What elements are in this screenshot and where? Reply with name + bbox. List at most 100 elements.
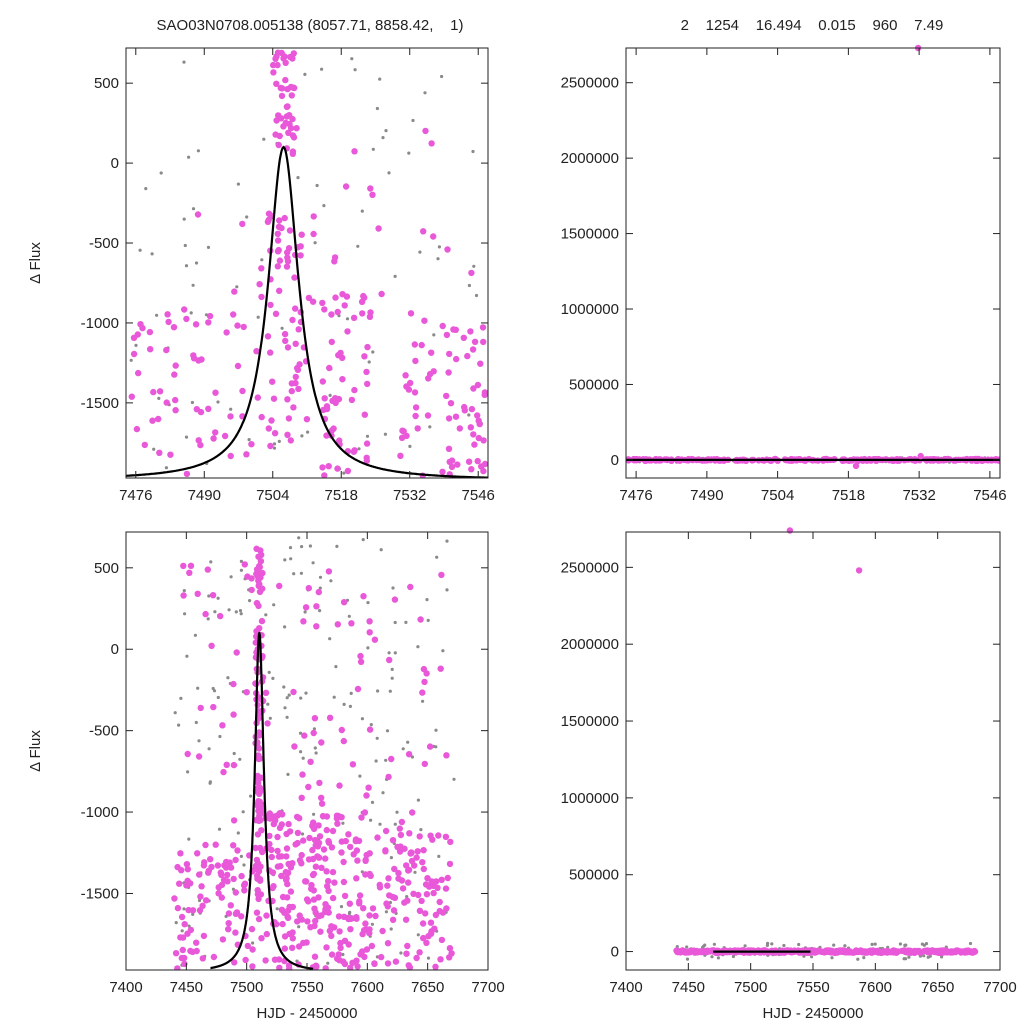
- x-tick-label: 7550: [290, 979, 323, 996]
- background-point: [300, 545, 304, 549]
- background-point: [251, 941, 255, 945]
- data-point: [349, 761, 357, 768]
- background-point: [182, 907, 186, 911]
- data-point: [205, 869, 212, 876]
- data-point: [468, 269, 475, 277]
- background-point: [288, 546, 293, 550]
- data-point: [171, 371, 178, 378]
- data-point: [272, 310, 280, 317]
- data-point: [361, 809, 369, 816]
- data-point: [242, 956, 249, 964]
- data-point: [471, 338, 479, 345]
- data-point: [239, 220, 246, 228]
- data-point: [827, 949, 835, 956]
- data-point: [363, 368, 370, 376]
- data-point: [172, 950, 180, 957]
- data-point: [319, 378, 326, 385]
- data-point: [480, 338, 487, 346]
- data-point: [674, 948, 681, 956]
- data-point: [258, 617, 266, 625]
- y-tick-label: 0: [111, 641, 119, 658]
- y-tick-label: 1500000: [561, 226, 619, 243]
- data-point: [317, 928, 324, 935]
- data-point: [342, 183, 350, 190]
- background-point: [856, 957, 860, 961]
- data-point: [353, 914, 360, 921]
- data-point: [316, 833, 324, 840]
- background-point: [187, 837, 191, 841]
- background-point: [197, 739, 201, 743]
- background-point: [248, 599, 252, 603]
- data-point: [294, 829, 302, 837]
- data-point: [280, 55, 287, 62]
- data-point: [292, 373, 299, 381]
- data-point: [445, 369, 452, 376]
- data-point: [379, 927, 386, 935]
- data-point: [187, 926, 195, 934]
- data-point: [480, 437, 487, 444]
- data-point: [258, 413, 265, 421]
- data-point: [404, 897, 411, 904]
- background-point: [173, 711, 177, 715]
- data-point: [325, 877, 332, 885]
- data-point: [297, 243, 304, 250]
- data-point: [446, 945, 454, 952]
- background-point: [370, 922, 374, 926]
- data-point: [407, 583, 414, 591]
- data-point: [322, 906, 329, 913]
- data-point: [382, 827, 390, 835]
- background-point: [304, 691, 308, 695]
- background-point: [216, 695, 220, 700]
- data-point: [369, 905, 377, 912]
- x-tick-label: 7518: [325, 487, 358, 504]
- plot-area: [626, 455, 1000, 464]
- data-point: [212, 429, 219, 436]
- data-point: [256, 564, 263, 571]
- data-point: [275, 223, 283, 230]
- data-point: [281, 945, 288, 952]
- data-point: [266, 810, 273, 817]
- data-point: [292, 305, 299, 312]
- background-point: [241, 810, 245, 814]
- background-point: [191, 207, 196, 211]
- data-point: [890, 948, 897, 955]
- data-point: [286, 120, 293, 128]
- background-point: [425, 598, 429, 602]
- data-point: [195, 437, 202, 444]
- data-point: [273, 117, 280, 124]
- data-point: [422, 910, 429, 917]
- background-point: [180, 929, 184, 933]
- data-point: [294, 839, 301, 847]
- data-point: [281, 330, 289, 338]
- data-point: [384, 940, 392, 947]
- data-point: [224, 871, 231, 879]
- background-point: [236, 182, 240, 186]
- data-point: [474, 457, 481, 465]
- data-point: [199, 955, 206, 962]
- x-tick-label: 7504: [256, 487, 289, 504]
- background-point: [375, 106, 379, 111]
- data-point: [285, 820, 292, 828]
- data-point: [130, 334, 138, 341]
- data-point: [358, 814, 365, 821]
- background-point: [366, 601, 370, 605]
- data-point: [385, 875, 392, 882]
- y-tick-label: 2500000: [561, 559, 619, 576]
- data-point: [284, 344, 292, 351]
- background-point: [298, 731, 303, 735]
- background-point: [411, 118, 415, 123]
- background-point: [318, 609, 322, 613]
- background-point: [186, 770, 190, 774]
- y-tick-label: 0: [111, 155, 119, 172]
- data-point: [397, 831, 405, 839]
- data-point: [163, 346, 170, 354]
- data-point: [939, 947, 946, 954]
- background-point: [174, 921, 178, 925]
- y-tick-label: -500: [89, 235, 119, 252]
- data-point: [310, 729, 317, 737]
- data-point: [321, 395, 328, 402]
- data-point: [286, 112, 293, 119]
- data-point: [398, 877, 406, 884]
- data-point: [311, 905, 318, 912]
- data-point: [481, 391, 488, 398]
